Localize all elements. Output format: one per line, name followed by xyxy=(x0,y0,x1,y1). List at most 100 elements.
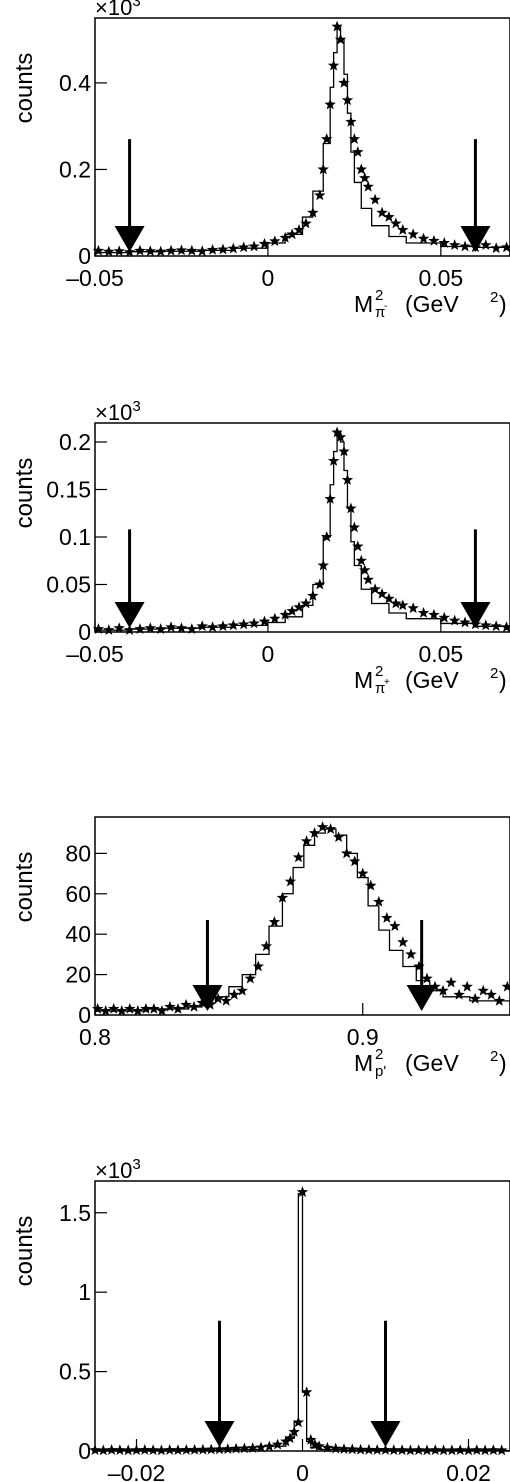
x-label-superscript: 2 xyxy=(375,663,383,680)
data-point-star xyxy=(134,244,146,256)
data-point-star xyxy=(405,948,417,960)
data-point-star xyxy=(376,206,388,218)
data-point-star xyxy=(445,976,457,988)
data-point-star xyxy=(263,1440,276,1452)
y-tick-label: 0.05 xyxy=(46,572,91,598)
data-point-star xyxy=(288,1425,300,1437)
data-point-star xyxy=(417,232,430,244)
x-tick-label: 0.02 xyxy=(446,1460,491,1482)
data-point-star xyxy=(477,984,489,996)
data-point-star xyxy=(258,237,271,249)
data-point-star xyxy=(324,823,337,834)
x-label-subscript: π xyxy=(375,304,385,321)
data-point-star xyxy=(480,619,492,631)
x-label-symbol: M xyxy=(354,1050,373,1076)
data-point-star xyxy=(206,621,219,633)
x-label-subscript: p' xyxy=(375,1063,386,1080)
data-point-star xyxy=(479,1444,491,1456)
x-tick-label: –0.02 xyxy=(108,1460,166,1482)
data-point-star xyxy=(175,622,188,634)
data-point-star xyxy=(305,1433,317,1445)
plot-frame xyxy=(94,17,510,257)
histogram-step xyxy=(94,1193,510,1452)
y-tick-label: 0.1 xyxy=(59,524,91,550)
x-label-symbol: M xyxy=(354,667,373,693)
data-point-star xyxy=(222,1443,234,1454)
data-point-star xyxy=(313,1440,325,1452)
cut-arrow-head xyxy=(370,1421,401,1447)
plot-frame xyxy=(94,422,510,633)
axis-multiplier: ×103 xyxy=(95,398,141,425)
data-point-star xyxy=(461,980,473,992)
multiplier-exponent: 3 xyxy=(132,1156,140,1173)
x-tick-label: 0.9 xyxy=(347,1024,379,1050)
data-point-star xyxy=(327,59,340,71)
data-point-star xyxy=(206,243,219,255)
data-point-star xyxy=(172,1002,184,1014)
data-point-star xyxy=(438,237,450,248)
data-point-star xyxy=(500,241,510,253)
x-tick-label: 0.05 xyxy=(418,265,463,291)
x-tick-label: 0.05 xyxy=(418,641,463,667)
data-point-star xyxy=(379,1444,392,1455)
data-point-star xyxy=(407,602,419,614)
data-point-star xyxy=(383,211,395,222)
data-point-star xyxy=(321,1441,334,1453)
data-point-star xyxy=(327,455,340,466)
data-point-star xyxy=(105,1444,118,1455)
data-point-star xyxy=(155,245,167,257)
y-tick-label: 0.2 xyxy=(59,156,91,182)
data-point-star xyxy=(97,1444,110,1456)
x-tick-label: 0 xyxy=(262,641,275,667)
data-point-star xyxy=(413,960,425,972)
data-point-star xyxy=(236,984,248,996)
data-point-star xyxy=(373,895,385,907)
y-tick-label: 0 xyxy=(78,1002,91,1028)
data-point-star xyxy=(132,1004,144,1016)
data-point-star xyxy=(292,1416,305,1428)
axis-multiplier: ×103 xyxy=(95,1156,141,1183)
data-point-star xyxy=(280,1435,292,1447)
data-point-star xyxy=(357,867,369,879)
data-point-star xyxy=(227,242,240,254)
data-point-star xyxy=(500,621,510,633)
data-point-star xyxy=(139,1444,151,1455)
y-tick-label: 80 xyxy=(65,840,91,866)
data-point-star xyxy=(252,960,265,972)
y-axis-label: counts xyxy=(11,458,38,529)
data-point-star xyxy=(197,1443,209,1455)
x-label-unit-close: ) xyxy=(499,667,507,693)
data-point-star xyxy=(124,1002,136,1014)
data-point-star xyxy=(258,615,271,627)
data-point-star xyxy=(389,920,401,931)
data-point-star xyxy=(369,193,381,205)
multiplier-exponent: 3 xyxy=(132,398,140,415)
data-point-star xyxy=(147,1444,159,1456)
data-point-star xyxy=(352,146,364,157)
data-point-star xyxy=(296,1186,309,1197)
data-point-star xyxy=(293,601,305,613)
data-point-star xyxy=(186,623,198,634)
multiplier-base: ×10 xyxy=(95,0,132,20)
data-point-star xyxy=(397,599,409,611)
y-tick-label: 0 xyxy=(78,619,91,645)
data-point-star xyxy=(397,224,409,235)
data-point-star xyxy=(501,980,510,992)
data-point-star xyxy=(459,616,471,628)
x-label-symbol: M xyxy=(354,291,373,317)
y-tick-label: 0 xyxy=(78,243,91,269)
data-point-star xyxy=(103,624,115,635)
data-point-star xyxy=(246,1442,259,1453)
data-point-star xyxy=(421,1444,433,1456)
x-tick-label: 0.8 xyxy=(79,1024,111,1050)
data-point-star xyxy=(156,1004,168,1016)
data-point-star xyxy=(308,827,321,839)
data-point-star xyxy=(397,936,409,948)
data-point-star xyxy=(371,1444,383,1455)
x-label-unit-close: ) xyxy=(499,1050,507,1076)
y-axis-label: counts xyxy=(11,852,38,923)
data-point-star xyxy=(324,493,336,504)
data-point-star xyxy=(188,1000,200,1012)
data-point-star xyxy=(155,1444,168,1456)
